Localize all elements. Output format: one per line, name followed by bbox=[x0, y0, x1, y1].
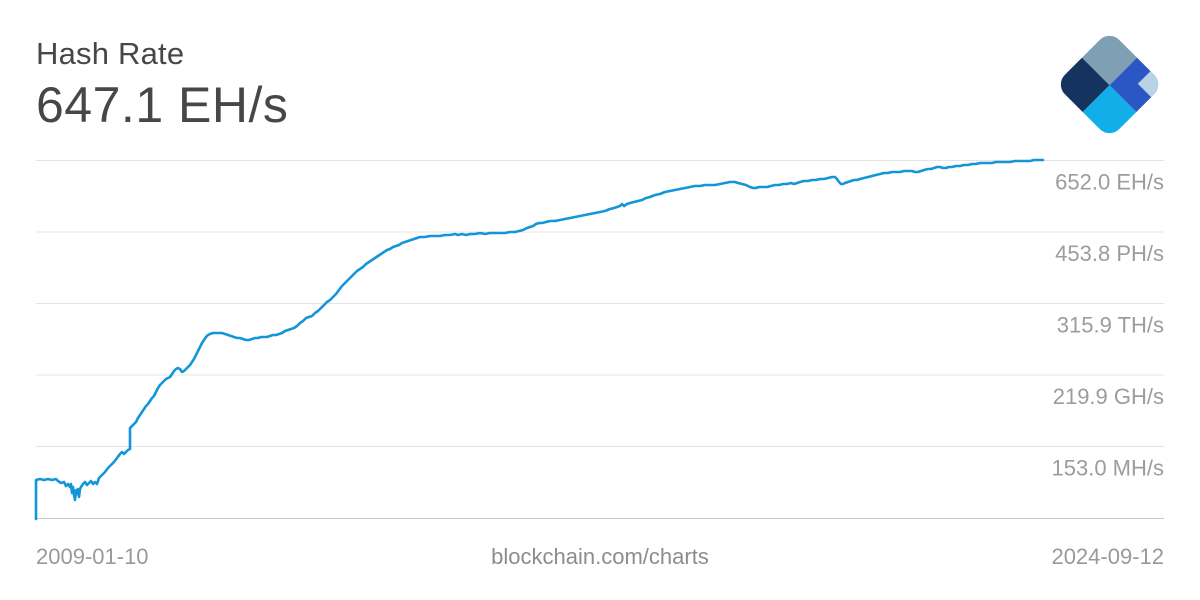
current-value: 647.1 EH/s bbox=[36, 77, 289, 133]
watermark-url: blockchain.com/charts bbox=[491, 544, 709, 569]
hash-rate-line bbox=[34, 158, 1045, 521]
y-axis-tick-label: 453.8 PH/s bbox=[1055, 241, 1164, 266]
y-axis-tick-label: 153.0 MH/s bbox=[1052, 456, 1165, 481]
x-axis-start-date: 2009-01-10 bbox=[36, 544, 149, 569]
y-axis-tick-label: 652.0 EH/s bbox=[1055, 170, 1164, 195]
y-axis-tick-label: 315.9 TH/s bbox=[1057, 313, 1164, 338]
y-axis-tick-label: 219.9 GH/s bbox=[1053, 384, 1164, 409]
chart-header: Hash Rate 647.1 EH/s bbox=[36, 34, 288, 136]
x-axis-end-date: 2024-09-12 bbox=[1051, 544, 1164, 569]
page-title: Hash Rate bbox=[36, 36, 185, 71]
